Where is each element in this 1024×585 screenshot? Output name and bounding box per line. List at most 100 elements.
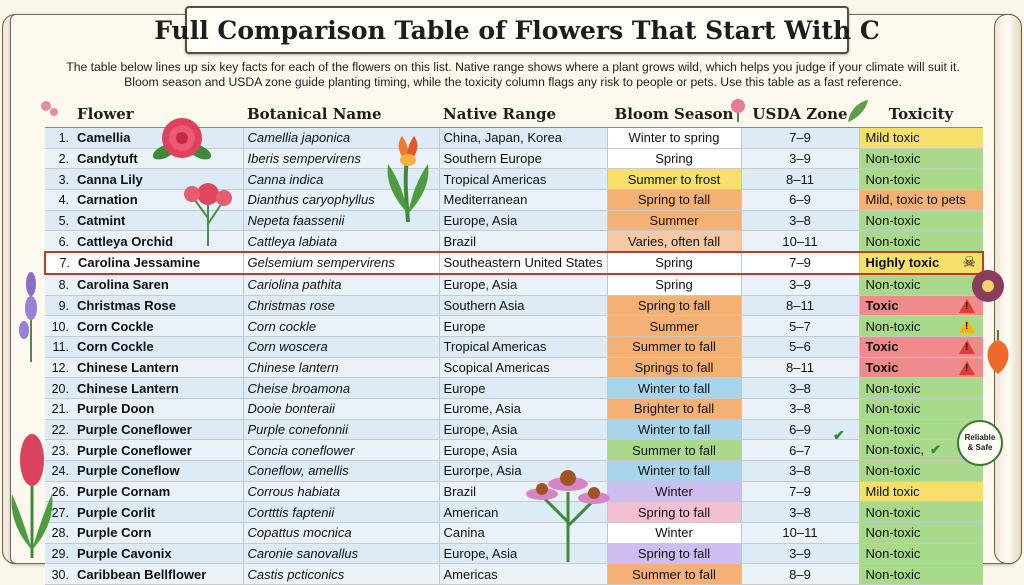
flower-name: Chinese Lantern: [77, 359, 179, 375]
native-range-cell: Mediterranean: [438, 189, 607, 211]
row-number: 22.: [51, 422, 69, 437]
chinese-lantern-illustration: [987, 330, 1009, 374]
bloom-season-cell: Winter to fall: [606, 377, 741, 399]
intro-line: The table below lines up six key facts f…: [66, 60, 960, 74]
flower-name: Chinese Lantern: [77, 380, 179, 396]
flower-cell: 26. Purple Cornam: [45, 481, 243, 503]
check-icon: ✔: [930, 442, 941, 458]
flower-name: Candytuft: [77, 151, 138, 167]
table-row: 7. Carolina Jessamine Gelsemium sempervire…: [44, 251, 984, 275]
flower-name: Purple Corn: [77, 525, 152, 541]
bloom-season-cell: Winter: [606, 481, 741, 503]
flower-name: Corn Cockle: [77, 318, 154, 334]
botanical-name-cell: Chinese lantern: [242, 357, 439, 379]
flower-name: Catmint: [77, 213, 126, 229]
page-title: Full Comparison Table of Flowers That St…: [154, 15, 880, 45]
flower-cell: 8. Carolina Saren: [45, 273, 243, 296]
bloom-season-cell: Summer: [606, 210, 741, 232]
bloom-season-cell: Spring: [606, 148, 741, 170]
botanical-name-cell: Corn woscera: [242, 336, 439, 358]
toxicity-label: Non-toxic: [865, 525, 921, 541]
bloom-season-cell: Winter to spring: [606, 127, 741, 149]
toxicity-cell: Non-toxic!: [858, 315, 983, 337]
flower-name: Christmas Rose: [77, 297, 176, 313]
toxicity-label: Non-toxic: [865, 151, 921, 167]
flower-cell: 11. Corn Cockle: [45, 336, 243, 358]
row-number: 23.: [51, 443, 69, 458]
coneflower-illustration: [526, 470, 610, 562]
flower-name: Caribbean Bellflower: [77, 566, 207, 582]
toxicity-cell: Non-toxic: [858, 273, 983, 296]
row-number: 6.: [58, 234, 69, 249]
toxicity-cell: Non-toxic: [858, 522, 983, 544]
row-number: 2.: [58, 152, 69, 167]
toxicity-cell: Non-toxic: [858, 210, 983, 232]
native-range-cell: China, Japan, Korea: [438, 127, 607, 149]
header-sprig-icon: [41, 101, 58, 116]
header-flower: Flower: [45, 101, 243, 128]
botanical-name-cell: Concia coneflower: [242, 439, 439, 461]
check-icon: ✔: [833, 427, 845, 443]
native-range-cell: Southern Asia: [438, 295, 607, 317]
toxicity-label: Non-toxic: [865, 213, 921, 229]
native-range-cell: Southern Europe: [438, 148, 607, 170]
botanical-name-cell: Corrous habiata: [242, 481, 439, 503]
toxicity-label: Non-toxic: [865, 277, 921, 293]
camellia-illustration: [152, 118, 212, 160]
botanical-name-cell: Purple conefonnii: [242, 419, 439, 441]
flower-comparison-table: Flower Botanical Name Native Range Bloom…: [44, 101, 984, 585]
bloom-season-cell: Spring to fall: [606, 501, 741, 524]
skull-icon: ☠: [962, 254, 976, 272]
table-row: 5. Catmint Nepeta faassenii Europe, Asia Sum…: [45, 210, 983, 232]
flower-name: Canna Lily: [77, 171, 143, 187]
toxicity-cell: Toxic!: [858, 336, 983, 358]
toxicity-cell: Non-toxic, ✔: [858, 439, 983, 461]
botanical-name-cell: Nepeta faassenii: [242, 210, 439, 232]
native-range-cell: Americas: [438, 563, 607, 585]
toxicity-cell: Non-toxic: [858, 563, 983, 585]
flower-cell: 22. Purple Coneflower: [45, 419, 243, 441]
warning-icon: !: [959, 360, 975, 375]
botanical-name-cell: Camellia japonica: [242, 127, 439, 149]
usda-zone-cell: 6–9: [740, 419, 859, 441]
bloom-season-cell: Varies, often fall: [606, 230, 741, 253]
native-range-cell: Tropical Americas: [438, 336, 607, 358]
usda-zone-cell: 3–8: [740, 377, 859, 399]
table-row: 28. Purple Corn Copattus mocnica Canina Wint…: [45, 522, 983, 544]
native-range-cell: Europe, Asia: [438, 273, 607, 296]
usda-zone-cell: 3–8: [740, 210, 859, 232]
bloom-season-cell: Summer to fall: [606, 563, 741, 585]
usda-zone-cell: 3–9: [740, 543, 859, 565]
bloom-season-cell: Springs to fall: [606, 357, 741, 379]
intro-line: Bloom season and USDA zone guide plantin…: [124, 75, 902, 89]
botanical-name-cell: Caronie sanovallus: [242, 543, 439, 565]
toxicity-label: Non-toxic: [865, 421, 921, 437]
row-number: 29.: [51, 547, 69, 562]
usda-zone-cell: 5–7: [740, 315, 859, 337]
intro-text: The table below lines up six key facts f…: [40, 60, 986, 90]
flower-name: Carolina Jessamine: [78, 255, 201, 271]
table-row: 2. Candytuft Iberis sempervirens Southern E…: [45, 148, 983, 170]
bloom-season-cell: Summer to frost: [606, 168, 741, 191]
table-row: 6. Cattleya Orchid Cattleya labiata Brazil V…: [45, 230, 983, 253]
flower-cell: 3. Canna Lily: [45, 168, 243, 191]
usda-zone-cell: 6–9: [740, 189, 859, 211]
badge-line: Reliable: [964, 433, 996, 442]
usda-zone-cell: 10–11: [740, 522, 859, 544]
table-row: 24. Purple Coneflow Coneflow, amellis Euror…: [45, 460, 983, 482]
flower-name: Purple Coneflower: [77, 442, 192, 458]
table-row: 10. Corn Cockle Corn cockle Europe Summer 5–7…: [45, 315, 983, 337]
botanical-name-cell: Cheise broamona: [242, 377, 439, 399]
header-usda-zone: USDA Zone: [741, 101, 859, 128]
botanical-name-cell: Cortttis faptenii: [242, 501, 439, 524]
toxicity-label: Toxic: [865, 297, 899, 313]
toxicity-cell: Non-toxic: [858, 168, 983, 191]
bloom-season-cell: Brighter to fall: [606, 398, 741, 420]
bloom-season-cell: Spring to fall: [606, 189, 741, 211]
native-range-cell: Europe, Asia: [438, 543, 607, 565]
toxicity-label: Toxic: [865, 359, 899, 375]
table-row: 12. Chinese Lantern Chinese lantern Scopica…: [45, 357, 983, 379]
table-row: 21. Purple Doon Dooie bonteraii Eurome, Asi…: [45, 398, 983, 420]
toxicity-cell: Non-toxic: [858, 148, 983, 170]
table-row: 1. Camellia Camellia japonica China, Japan,…: [45, 127, 983, 149]
